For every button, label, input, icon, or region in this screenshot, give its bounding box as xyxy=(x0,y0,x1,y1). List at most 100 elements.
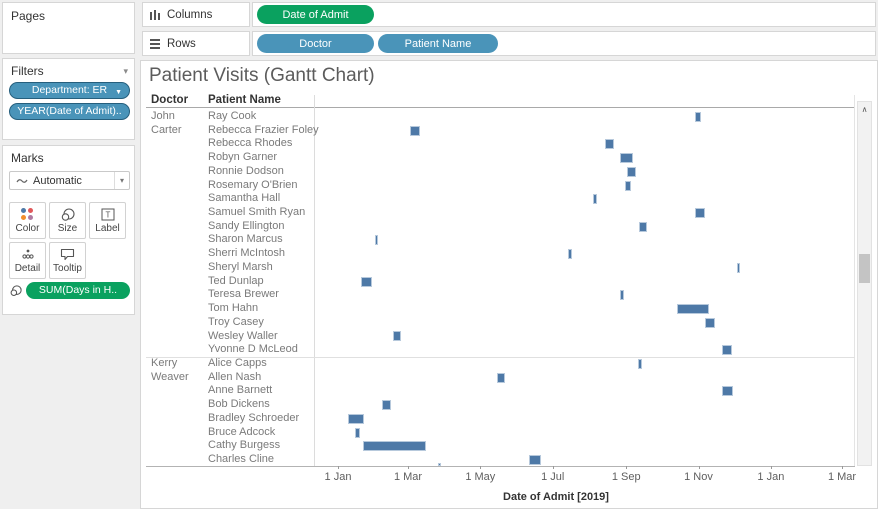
axis-tick-mark xyxy=(338,466,339,469)
detail-button[interactable]: Detail xyxy=(9,242,46,279)
pages-card: Pages xyxy=(2,2,135,54)
gantt-bar[interactable] xyxy=(362,441,426,452)
patient-row-label[interactable]: Sherri McIntosh xyxy=(208,247,286,260)
columns-icon xyxy=(150,9,161,20)
doctor-row-label[interactable]: Kerry xyxy=(151,357,178,369)
gantt-bar[interactable] xyxy=(347,413,365,424)
marks-label: Marks xyxy=(11,151,44,165)
patient-row-label[interactable]: Rosemary O'Brien xyxy=(208,178,298,191)
gantt-bar[interactable] xyxy=(625,180,631,191)
gantt-bar[interactable] xyxy=(528,454,541,465)
axis-tick-mark xyxy=(842,466,843,469)
rows-icon xyxy=(150,38,161,49)
gantt-bar[interactable] xyxy=(722,345,732,356)
axis-tick-mark xyxy=(626,466,628,469)
color-dots-icon xyxy=(10,203,45,222)
mark-type-dropdown[interactable]: Automatic ▾ xyxy=(9,171,130,190)
gantt-bar[interactable] xyxy=(410,125,420,136)
gantt-bar[interactable] xyxy=(496,372,506,383)
patient-row-label[interactable]: Alice Capps xyxy=(208,357,267,369)
gantt-bar[interactable] xyxy=(620,290,624,301)
gantt-bar[interactable] xyxy=(381,400,392,411)
patient-row-label[interactable]: Samantha Hall xyxy=(208,192,281,205)
gantt-bar[interactable] xyxy=(604,139,615,150)
patient-row-label[interactable]: Sheryl Marsh xyxy=(208,260,273,273)
gantt-bar[interactable] xyxy=(677,304,710,314)
tooltip-button[interactable]: Tooltip xyxy=(49,242,86,279)
pill-date-of-admit[interactable]: Date of Admit xyxy=(257,5,374,24)
doctor-group-separator xyxy=(146,357,855,358)
gantt-bar[interactable] xyxy=(392,331,401,342)
patient-row-label[interactable]: Wesley Waller xyxy=(208,329,278,342)
patient-row-label[interactable]: Teresa Brewer xyxy=(208,288,279,301)
patient-row-label[interactable]: Bob Dickens xyxy=(208,398,270,411)
gantt-bar[interactable] xyxy=(722,386,733,397)
filter-pill-year-date-of-admit[interactable]: YEAR(Date of Admit).. xyxy=(9,103,130,120)
doctor-row-label[interactable]: Weaver xyxy=(151,370,189,383)
doctor-row-label[interactable]: Carter xyxy=(151,123,182,136)
patient-row-label[interactable]: Tom Hahn xyxy=(208,302,259,315)
gantt-bar[interactable] xyxy=(639,221,648,232)
filter-pill-department[interactable]: Department: ER ▼ xyxy=(9,82,130,99)
patient-row-label[interactable]: Samuel Smith Ryan xyxy=(208,206,306,219)
patient-row-label[interactable]: Bruce Adcock xyxy=(208,425,276,438)
patient-row-label[interactable]: Rebecca Frazier Foley xyxy=(208,123,319,136)
patient-row-label[interactable]: Yvonne D McLeod xyxy=(208,343,298,356)
detail-dots-icon xyxy=(10,243,45,262)
patient-row-label[interactable]: Ted Dunlap xyxy=(208,274,264,287)
patient-row-label[interactable]: Ray Cook xyxy=(208,110,257,122)
doctor-row-label[interactable]: John xyxy=(151,110,175,122)
scroll-up-icon[interactable]: ∧ xyxy=(861,105,868,114)
patient-row-label[interactable]: Robyn Garner xyxy=(208,151,278,164)
gantt-bar[interactable] xyxy=(627,166,636,177)
scrollbar-thumb[interactable] xyxy=(859,254,870,283)
patient-row-label[interactable]: Sharon Marcus xyxy=(208,233,283,246)
gantt-bar[interactable] xyxy=(638,358,642,369)
filters-caret-icon[interactable]: ▾ xyxy=(123,66,128,76)
mark-type-caret-icon[interactable]: ▾ xyxy=(114,172,129,189)
pill-doctor[interactable]: Doctor xyxy=(257,34,374,53)
patient-row-label[interactable]: Rebecca Rhodes xyxy=(208,137,293,150)
color-button[interactable]: Color xyxy=(9,202,46,239)
gantt-bar[interactable] xyxy=(620,153,634,164)
axis-tick-mark xyxy=(698,466,700,469)
doctor-column-header[interactable]: Doctor xyxy=(151,94,189,106)
gantt-chart-card: Patient Visits (Gantt Chart) Doctor Pati… xyxy=(140,60,878,509)
size-button[interactable]: Size xyxy=(49,202,86,239)
pages-label: Pages xyxy=(11,9,46,23)
gantt-bar[interactable] xyxy=(695,111,701,122)
columns-shelf[interactable]: Date of Admit xyxy=(252,2,876,27)
patient-row-label[interactable]: Troy Casey xyxy=(208,315,264,328)
axis-tick-mark xyxy=(480,466,482,469)
sum-days-pill[interactable]: SUM(Days in H.. xyxy=(26,282,130,299)
patient-row-label[interactable]: Allen Nash xyxy=(208,370,262,383)
gantt-bar[interactable] xyxy=(593,194,597,205)
gantt-bar-clipped[interactable] xyxy=(437,463,442,466)
axis-tick-mark xyxy=(770,466,772,469)
label-button[interactable]: T Label xyxy=(89,202,126,239)
columns-shelf-label-box: Columns xyxy=(142,2,250,27)
patient-row-label[interactable]: Anne Barnett xyxy=(208,384,273,397)
rows-shelf[interactable]: Doctor Patient Name xyxy=(252,31,876,56)
gantt-bar[interactable] xyxy=(695,207,705,218)
mark-type-value: Automatic xyxy=(33,174,82,187)
patient-row-label[interactable]: Ronnie Dodson xyxy=(208,164,284,177)
vertical-scrollbar[interactable] xyxy=(857,101,872,466)
patient-row-label[interactable]: Bradley Schroeder xyxy=(208,411,300,424)
gantt-bar[interactable] xyxy=(360,276,373,287)
patient-row-label[interactable]: Sandy Ellington xyxy=(208,219,285,232)
gantt-bar[interactable] xyxy=(354,427,361,438)
filter-pill-caret-icon[interactable]: ▼ xyxy=(115,89,122,96)
gantt-bar[interactable] xyxy=(374,235,379,246)
pill-patient-name[interactable]: Patient Name xyxy=(378,34,498,53)
axis-tick-label: 1 Mar xyxy=(827,471,857,483)
patient-column-header[interactable]: Patient Name xyxy=(208,94,281,106)
axis-tick-label: 1 May xyxy=(465,471,496,483)
patient-row-label[interactable]: Cathy Burgess xyxy=(208,439,281,452)
patient-row-label[interactable]: Charles Cline xyxy=(208,453,275,466)
size-circles-icon xyxy=(50,203,85,222)
size-encoding-icon xyxy=(9,284,23,297)
gantt-bar[interactable] xyxy=(704,317,716,328)
gantt-bar[interactable] xyxy=(568,249,572,260)
gantt-bar[interactable] xyxy=(736,262,741,273)
